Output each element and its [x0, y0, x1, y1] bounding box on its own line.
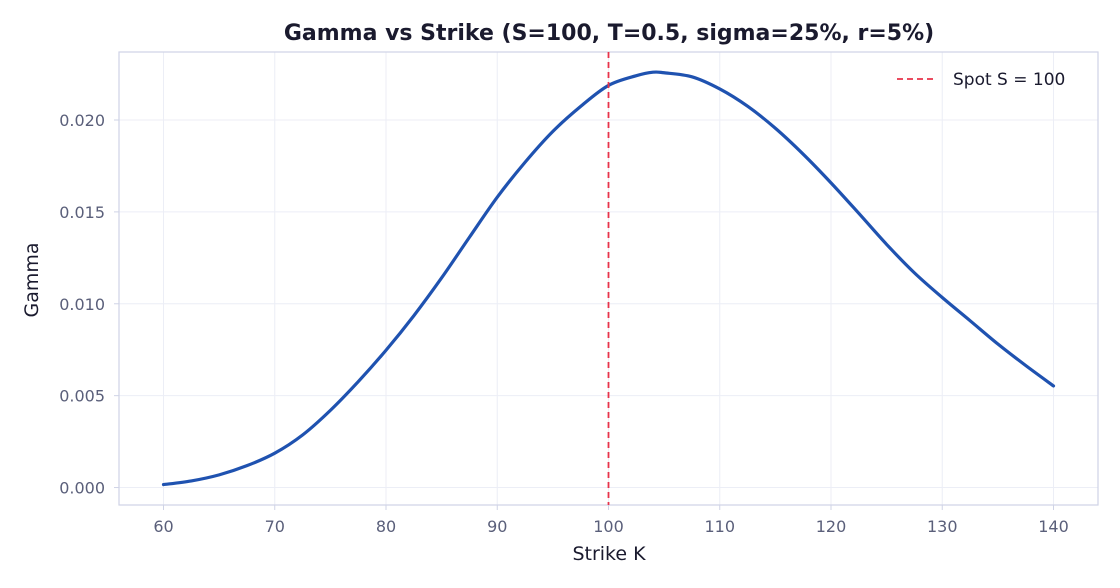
gamma-curve	[161, 70, 1056, 487]
legend-label-spot: Spot S = 100	[953, 70, 1065, 90]
x-tick-label: 80	[376, 517, 396, 536]
x-axis-ticks: 60 70 80 90 100 110 120 130 140	[153, 505, 1069, 536]
x-tick-label: 100	[593, 517, 624, 536]
x-tick-label: 140	[1038, 517, 1069, 536]
chart-title: Gamma vs Strike (S=100, T=0.5, sigma=25%…	[284, 21, 934, 46]
y-tick-label: 0.020	[59, 111, 105, 130]
y-axis-ticks: 0.000 0.005 0.010 0.015 0.020	[59, 111, 119, 498]
x-tick-label: 70	[265, 517, 285, 536]
x-tick-label: 120	[816, 517, 847, 536]
grid	[119, 52, 1098, 505]
x-tick-label: 60	[153, 517, 173, 536]
series-layer	[161, 52, 1056, 505]
y-tick-label: 0.000	[59, 479, 105, 498]
y-tick-label: 0.010	[59, 295, 105, 314]
y-axis-label: Gamma	[21, 242, 43, 317]
x-tick-label: 90	[487, 517, 507, 536]
y-tick-label: 0.015	[59, 203, 105, 222]
x-tick-label: 110	[704, 517, 735, 536]
legend: Spot S = 100	[897, 70, 1065, 90]
y-tick-label: 0.005	[59, 387, 105, 406]
x-tick-label: 130	[927, 517, 958, 536]
x-axis-label: Strike K	[572, 543, 646, 565]
